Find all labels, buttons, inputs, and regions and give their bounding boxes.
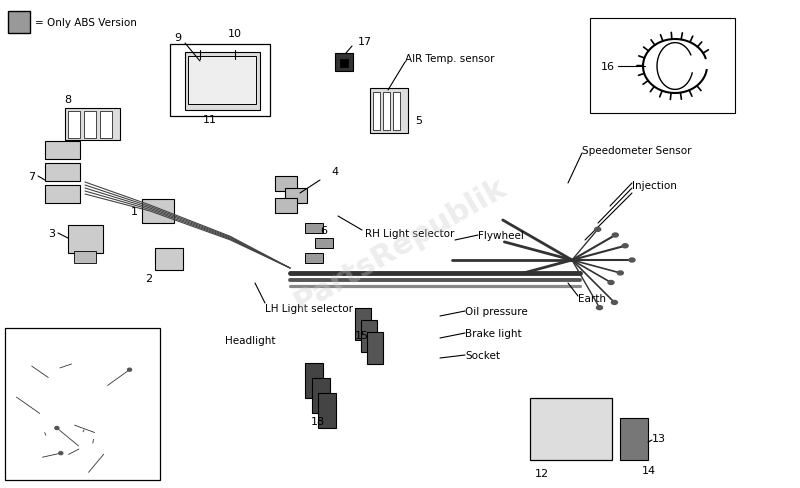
Text: Oil pressure: Oil pressure [465, 306, 528, 316]
Text: 11: 11 [203, 115, 217, 125]
Ellipse shape [58, 452, 62, 455]
Text: 4: 4 [331, 167, 338, 177]
Bar [530, 398, 612, 460]
Ellipse shape [597, 306, 602, 310]
Ellipse shape [127, 368, 131, 371]
Bar [370, 89, 408, 134]
Bar [170, 45, 270, 117]
Bar [155, 248, 183, 270]
Bar [275, 177, 297, 192]
Ellipse shape [55, 427, 59, 429]
Text: 17: 17 [358, 37, 372, 47]
Text: 10: 10 [228, 29, 242, 39]
Text: 16: 16 [601, 62, 615, 72]
Text: 18: 18 [311, 416, 325, 426]
Bar [361, 320, 377, 352]
Bar [45, 142, 80, 160]
Text: Flywheel: Flywheel [478, 230, 524, 241]
Bar [318, 393, 336, 428]
Bar [383, 93, 390, 131]
Text: RH Light selector: RH Light selector [365, 228, 454, 239]
Text: 12: 12 [535, 468, 549, 478]
Ellipse shape [618, 271, 623, 275]
Bar [84, 112, 96, 139]
Text: 14: 14 [642, 465, 656, 475]
Text: PartsRepublik: PartsRepublik [289, 172, 511, 317]
Bar [100, 112, 112, 139]
Text: 3: 3 [48, 228, 55, 239]
Bar [305, 363, 323, 398]
Bar [68, 225, 103, 253]
Bar [142, 200, 174, 224]
Bar [335, 54, 353, 72]
Ellipse shape [611, 301, 618, 305]
Circle shape [231, 60, 239, 68]
Text: Headlight: Headlight [225, 335, 275, 346]
Bar [74, 251, 96, 264]
Text: 7: 7 [28, 172, 35, 182]
Bar [620, 418, 648, 460]
Ellipse shape [608, 281, 614, 285]
Text: AIR Temp. sensor: AIR Temp. sensor [405, 54, 494, 64]
Circle shape [549, 407, 593, 451]
Bar [305, 253, 323, 264]
Bar [305, 224, 323, 234]
Bar [8, 12, 30, 34]
Text: = Only ABS Version: = Only ABS Version [35, 18, 137, 28]
Text: 13: 13 [652, 433, 666, 443]
Text: LH Light selector: LH Light selector [265, 304, 353, 313]
Bar [188, 57, 256, 105]
Ellipse shape [622, 244, 628, 248]
Circle shape [563, 421, 579, 437]
Circle shape [196, 60, 204, 68]
Bar [68, 112, 80, 139]
Bar [355, 308, 371, 340]
Bar [340, 60, 348, 68]
Bar [373, 93, 380, 131]
Text: 5: 5 [415, 116, 422, 126]
Bar [285, 189, 307, 203]
Text: 2: 2 [145, 273, 152, 284]
Ellipse shape [629, 259, 635, 263]
FancyBboxPatch shape [694, 62, 706, 74]
Bar [65, 109, 120, 141]
Text: Brake light: Brake light [465, 328, 522, 338]
Bar [45, 185, 80, 203]
Text: Earth: Earth [578, 293, 606, 304]
Bar [367, 332, 383, 364]
Bar [5, 328, 160, 480]
Text: 8: 8 [65, 95, 71, 105]
Text: Injection: Injection [632, 181, 677, 191]
Bar [275, 199, 297, 214]
Text: 6: 6 [320, 225, 327, 236]
Bar [45, 163, 80, 182]
Bar [393, 93, 400, 131]
Bar [185, 53, 260, 111]
Bar [590, 19, 735, 114]
Text: Socket: Socket [465, 350, 500, 360]
Bar [311, 378, 330, 413]
Text: 15: 15 [355, 330, 369, 340]
Text: 1: 1 [131, 206, 138, 217]
Text: 9: 9 [174, 33, 182, 43]
Bar [315, 239, 333, 248]
Text: Speedometer Sensor: Speedometer Sensor [582, 146, 691, 156]
Ellipse shape [612, 234, 618, 238]
Ellipse shape [594, 228, 601, 232]
